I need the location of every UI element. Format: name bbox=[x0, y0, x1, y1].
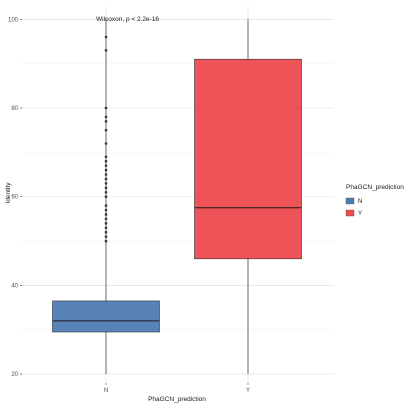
outlier-point bbox=[104, 49, 108, 52]
y-tick-label: 100 bbox=[8, 17, 19, 23]
outlier-point bbox=[104, 164, 108, 167]
legend-label-Y: Y bbox=[358, 211, 362, 217]
outlier-point bbox=[104, 115, 108, 119]
outlier-point bbox=[104, 128, 108, 132]
outlier-point bbox=[104, 106, 108, 110]
y-axis-title: Identity bbox=[5, 182, 12, 204]
x-axis-title: PhaGCN_prediction bbox=[148, 396, 206, 403]
outlier-point bbox=[104, 204, 108, 207]
outlier-point bbox=[104, 155, 108, 159]
outlier-point bbox=[104, 182, 108, 185]
y-tick-label: 20 bbox=[11, 372, 18, 378]
outlier-point bbox=[104, 226, 108, 230]
outlier-point bbox=[104, 177, 108, 181]
y-tick-label: 80 bbox=[11, 106, 18, 112]
outlier-point bbox=[104, 222, 108, 225]
outlier-point bbox=[104, 230, 108, 234]
outlier-point bbox=[104, 217, 108, 221]
outlier-point bbox=[104, 190, 108, 194]
legend-swatch-N bbox=[345, 197, 355, 205]
wilcoxon-annotation: Wilcoxon, p < 2.2e-16 bbox=[96, 16, 159, 23]
box-N bbox=[52, 300, 160, 333]
axes: 20 40 60 80 100 N Y bbox=[8, 17, 250, 394]
legend-label-N: N bbox=[358, 199, 362, 205]
legend: PhaGCN_prediction NY bbox=[345, 184, 404, 217]
y-tick-label: 60 bbox=[11, 195, 18, 201]
outlier-point bbox=[104, 173, 108, 176]
legend-title: PhaGCN_prediction bbox=[346, 184, 404, 191]
box-group-N bbox=[52, 19, 160, 375]
outlier-point bbox=[104, 168, 108, 172]
y-tick-label: 40 bbox=[11, 283, 18, 289]
box-group-Y bbox=[194, 19, 302, 375]
outlier-point bbox=[104, 213, 108, 216]
outlier-point bbox=[104, 159, 108, 163]
box-marks bbox=[52, 19, 302, 375]
outlier-point bbox=[104, 235, 108, 238]
x-tick-label: N bbox=[104, 388, 108, 394]
outlier-point bbox=[104, 120, 108, 123]
box-Y bbox=[194, 58, 302, 260]
outlier-point bbox=[104, 186, 108, 190]
legend-swatch-Y bbox=[345, 209, 355, 217]
outlier-point bbox=[104, 195, 108, 199]
outlier-point bbox=[104, 35, 108, 39]
outlier-point bbox=[104, 208, 108, 212]
x-tick-label: Y bbox=[246, 388, 250, 394]
outlier-point bbox=[104, 142, 108, 145]
outlier-point bbox=[104, 239, 108, 243]
